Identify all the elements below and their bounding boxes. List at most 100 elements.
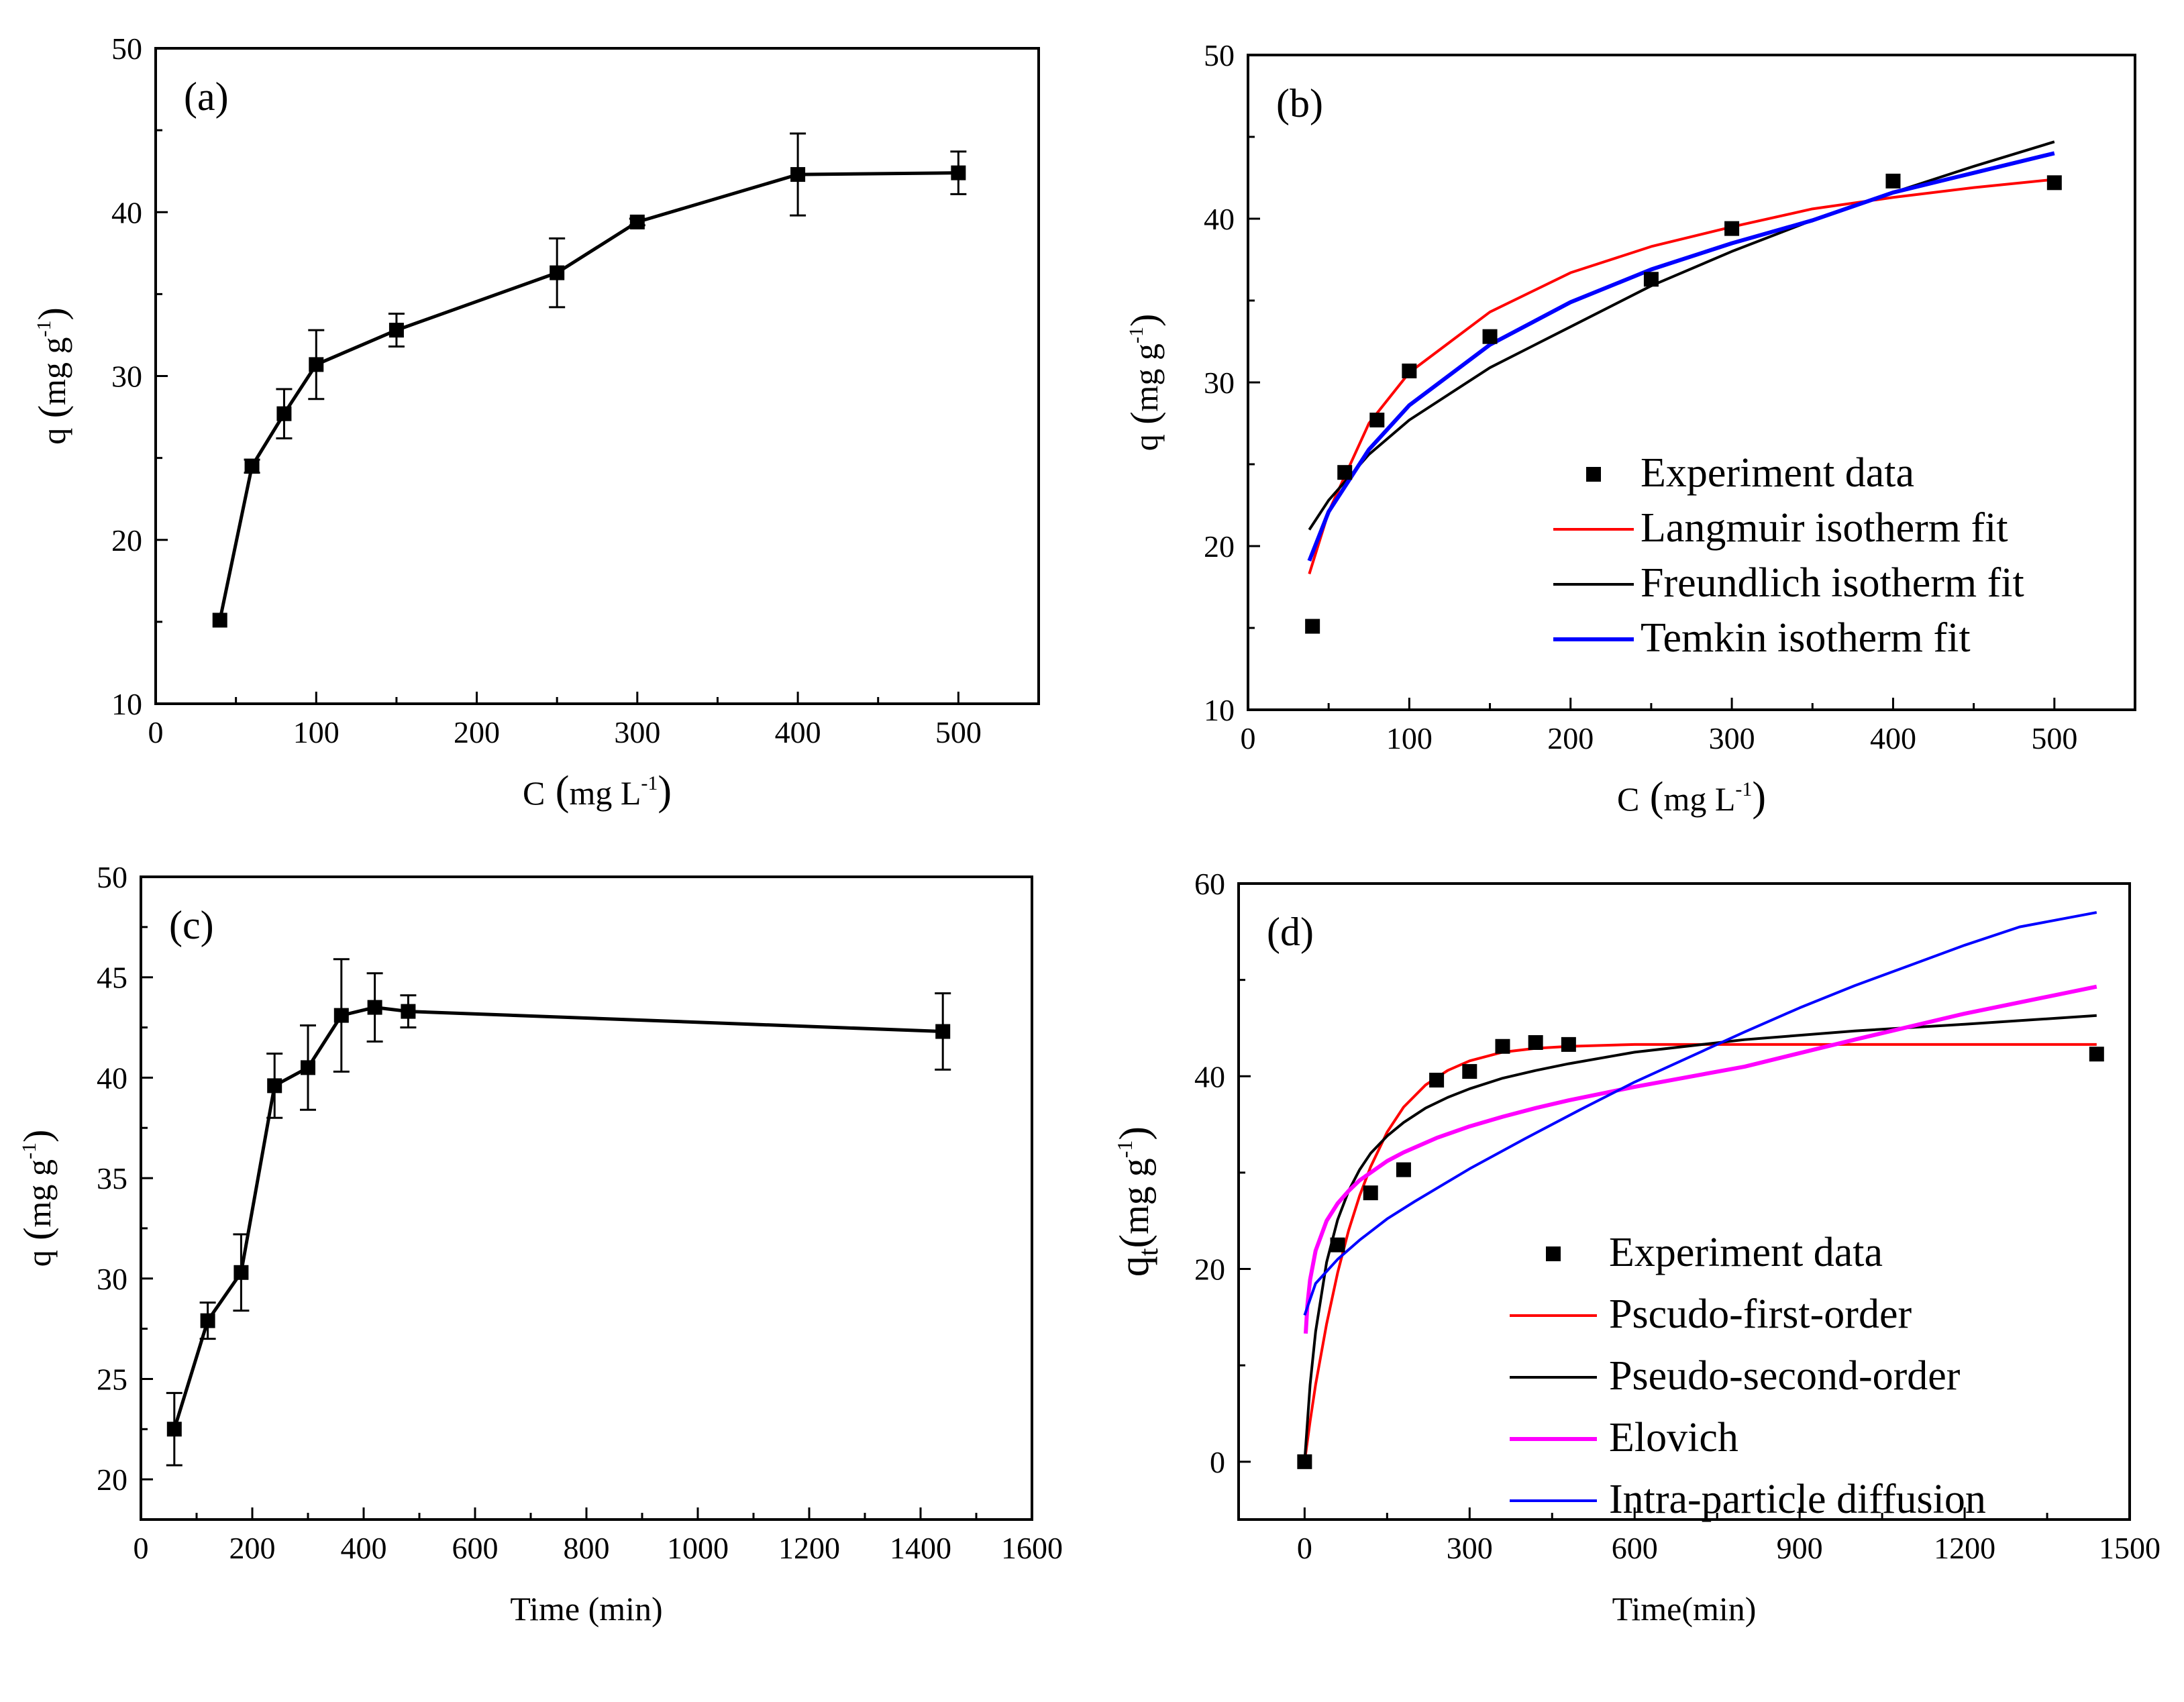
- data-point: [1330, 1237, 1345, 1253]
- data-point: [629, 214, 645, 229]
- y-tick-label: 50: [1204, 38, 1235, 72]
- x-tick-label: 0: [134, 1531, 149, 1565]
- x-axis-label: Time(min): [1612, 1590, 1757, 1628]
- x-tick-label: 100: [1386, 721, 1433, 755]
- x-tick-label: 200: [1547, 721, 1594, 755]
- fit-curve: [1303, 911, 2097, 1316]
- y-tick-label: 50: [111, 32, 142, 66]
- x-tick-label: 300: [1709, 721, 1755, 755]
- x-tick-label: 0: [1241, 721, 1256, 755]
- y-tick-label: 10: [111, 687, 142, 721]
- x-tick-label: 200: [229, 1531, 276, 1565]
- data-point: [1462, 1064, 1477, 1079]
- x-axis-label: C (mg L-1): [523, 768, 672, 814]
- data-point: [333, 1008, 349, 1023]
- y-tick-label: 30: [97, 1262, 127, 1296]
- x-tick-label: 100: [293, 715, 340, 749]
- x-tick-label: 200: [454, 715, 500, 749]
- y-axis-label: q (mg g-1): [15, 1130, 59, 1267]
- data-point: [1369, 413, 1385, 428]
- x-tick-label: 1000: [667, 1531, 729, 1565]
- data-point: [244, 458, 260, 474]
- legend-label: Freundlich isotherm fit: [1641, 560, 2024, 606]
- data-point: [388, 323, 404, 338]
- y-tick-label: 50: [97, 860, 127, 894]
- y-tick-label: 20: [1194, 1253, 1225, 1287]
- y-tick-label: 25: [97, 1362, 127, 1396]
- x-tick-label: 500: [935, 715, 982, 749]
- y-tick-label: 60: [1194, 867, 1225, 901]
- data-point: [401, 1004, 416, 1019]
- panel-a: 0 100 200 300 400 500 10 20 30 40 50 (a) C (mg L-1) q…: [30, 32, 1040, 814]
- legend-label: Experiment data: [1609, 1230, 1883, 1275]
- data-point: [1885, 173, 1901, 189]
- data-point: [951, 165, 966, 180]
- x-tick-label: 600: [1612, 1531, 1658, 1565]
- series-line: [172, 1006, 943, 1430]
- fit-curve: [1307, 151, 2055, 562]
- data-point: [1396, 1162, 1411, 1177]
- x-tick-label: 1400: [890, 1531, 951, 1565]
- legend-marker: [1586, 467, 1601, 482]
- data-point: [166, 1422, 182, 1437]
- legend-label: Pseudo-second-order: [1609, 1353, 1961, 1399]
- data-point: [1363, 1185, 1378, 1201]
- y-tick-label: 10: [1204, 693, 1235, 727]
- panel-c: 0 200 400 600 800 1000 1200 1400 1600 20 25 30 35 40 4…: [15, 860, 1063, 1628]
- x-tick-label: 400: [1870, 721, 1916, 755]
- y-tick-label: 30: [111, 360, 142, 394]
- legend-label: Langmuir isotherm fit: [1641, 505, 2008, 551]
- y-tick-label: 20: [97, 1462, 127, 1497]
- x-tick-label: 1500: [2099, 1531, 2161, 1565]
- panel-d: 0 300 600 900 1200 1500 0 20 40 60 (d) Time(min) qt(…: [1112, 867, 2161, 1628]
- x-tick-label: 1200: [1934, 1531, 1995, 1565]
- data-point: [276, 406, 292, 421]
- panel-label: (c): [169, 903, 214, 947]
- data-point: [301, 1060, 315, 1075]
- data-point: [935, 1024, 951, 1039]
- y-axis-label: qt(mg g-1): [1112, 1126, 1164, 1277]
- data-point: [1528, 1035, 1543, 1050]
- legend-label: Experiment data: [1641, 450, 1914, 496]
- data-point: [550, 265, 565, 280]
- fit-curve: [1304, 984, 2097, 1334]
- data-point: [200, 1313, 215, 1328]
- series-line: [218, 171, 959, 621]
- x-tick-label: 300: [1447, 1531, 1493, 1565]
- data-point: [1561, 1036, 1576, 1052]
- plot-frame: [154, 47, 1040, 705]
- x-tick-label: 800: [564, 1531, 610, 1565]
- data-point: [309, 357, 324, 372]
- data-point: [790, 167, 806, 182]
- x-tick-label: 400: [775, 715, 821, 749]
- x-tick-label: 500: [2031, 721, 2077, 755]
- panel-label: (b): [1276, 81, 1323, 125]
- data-point: [1337, 465, 1353, 480]
- data-point: [1429, 1073, 1445, 1088]
- y-tick-label: 40: [1204, 202, 1235, 236]
- y-tick-label: 35: [97, 1161, 127, 1195]
- data-point: [212, 613, 227, 628]
- panel-label: (a): [184, 74, 229, 119]
- y-tick-label: 20: [111, 523, 142, 557]
- plot-frame: [1247, 54, 2136, 711]
- legend: Experiment data Pscudo-first-order Pseudo-…: [1510, 1230, 1986, 1522]
- y-axis-label: q (mg g-1): [1123, 314, 1166, 451]
- x-axis-label: C (mg L-1): [1617, 774, 1766, 820]
- y-tick-label: 20: [1204, 529, 1235, 564]
- x-tick-label: 0: [148, 715, 164, 749]
- data-point: [367, 1000, 382, 1015]
- data-point: [2089, 1047, 2104, 1062]
- legend: Experiment data Langmuir isotherm fit Freu…: [1553, 450, 2024, 661]
- y-tick-label: 40: [111, 195, 142, 229]
- data-point: [1297, 1454, 1312, 1469]
- x-tick-label: 400: [341, 1531, 387, 1565]
- data-point: [1482, 329, 1498, 344]
- plot-frame: [1237, 882, 2131, 1521]
- x-tick-label: 0: [1297, 1531, 1312, 1565]
- data-point: [1495, 1039, 1510, 1054]
- y-axis-label: q (mg g-1): [30, 307, 74, 445]
- legend-marker: [1546, 1246, 1561, 1261]
- x-tick-label: 1200: [778, 1531, 840, 1565]
